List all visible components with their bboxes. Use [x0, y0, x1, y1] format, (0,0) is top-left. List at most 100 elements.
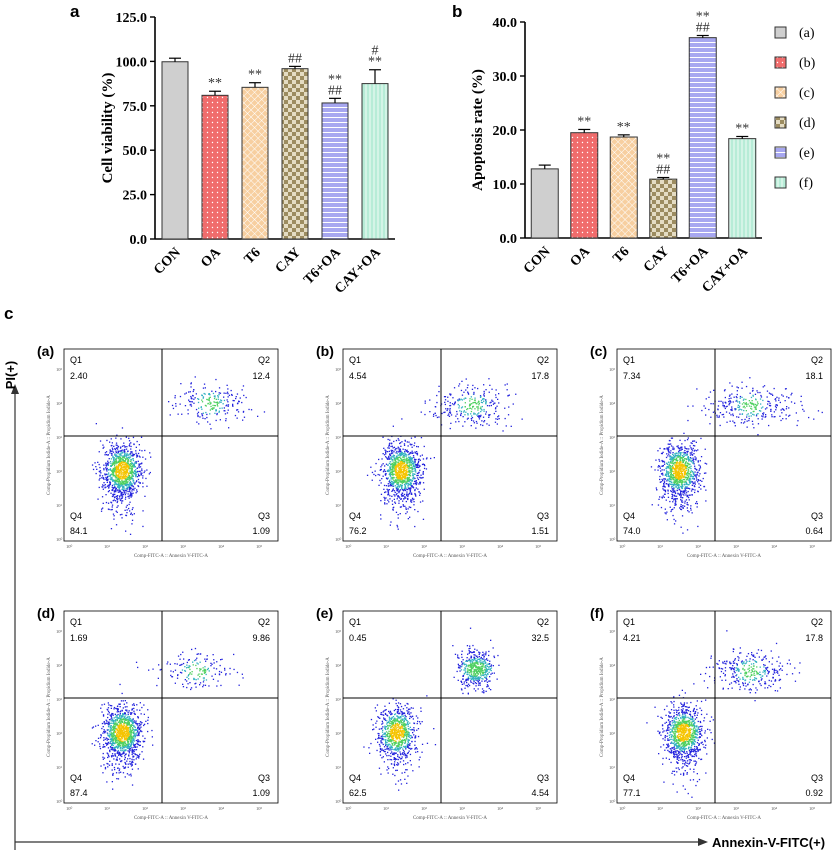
event-dot — [478, 418, 481, 420]
event-dot — [404, 505, 406, 507]
event-dot — [124, 483, 127, 485]
event-dot — [397, 463, 399, 465]
event-dot — [213, 407, 215, 409]
event-dot — [128, 463, 130, 465]
event-dot — [121, 455, 123, 457]
event-dot — [396, 447, 398, 450]
event-dot — [196, 653, 198, 655]
event-dot — [665, 470, 668, 472]
event-dot — [116, 468, 118, 471]
event-dot — [680, 496, 682, 499]
event-dot — [401, 463, 403, 465]
event-dot — [124, 727, 126, 729]
event-dot — [752, 413, 754, 415]
event-dot — [464, 421, 466, 423]
event-dot — [124, 446, 126, 448]
bar-cay — [281, 68, 309, 240]
event-dot — [137, 740, 139, 742]
event-dot — [394, 448, 397, 450]
event-dot — [682, 456, 684, 458]
event-dot — [743, 405, 745, 407]
event-dot — [112, 500, 114, 502]
event-dot — [395, 458, 397, 460]
event-dot — [202, 396, 205, 398]
event-dot — [675, 467, 677, 469]
event-dot — [401, 418, 403, 420]
event-dot — [137, 723, 139, 725]
event-dot — [115, 472, 117, 474]
x-tick-label: 10² — [421, 544, 428, 549]
event-dot — [396, 474, 398, 476]
event-dot — [114, 481, 116, 483]
event-dot — [132, 724, 134, 726]
event-dot — [236, 671, 239, 674]
event-dot — [125, 478, 127, 480]
bar-cay-oa — [728, 138, 757, 239]
event-dot — [668, 483, 671, 485]
event-dot — [474, 397, 476, 399]
event-dot — [394, 465, 397, 468]
event-dot — [120, 438, 122, 440]
event-dot — [225, 673, 227, 675]
event-dot — [126, 716, 128, 719]
event-dot — [126, 446, 128, 448]
event-dot — [113, 733, 115, 735]
event-dot — [105, 462, 107, 464]
legend-label: (b) — [799, 56, 816, 71]
event-dot — [663, 480, 666, 482]
event-dot — [121, 725, 123, 727]
event-dot — [129, 510, 131, 512]
event-dot — [495, 410, 497, 412]
event-dot — [673, 523, 676, 525]
event-dot — [764, 408, 767, 410]
event-dot — [672, 460, 674, 462]
event-dot — [210, 402, 212, 404]
event-dot — [118, 464, 121, 467]
event-dot — [725, 411, 728, 413]
event-dot — [117, 778, 120, 780]
event-dot — [134, 737, 136, 739]
event-dot — [681, 470, 683, 472]
event-dot — [144, 737, 146, 740]
event-dot — [703, 472, 706, 474]
event-dot — [113, 518, 115, 520]
event-dot — [408, 454, 410, 456]
event-dot — [124, 490, 126, 492]
event-dot — [195, 686, 197, 688]
event-dot — [122, 473, 124, 475]
event-dot — [101, 727, 103, 730]
event-dot — [114, 483, 116, 485]
event-dot — [762, 412, 764, 415]
significance-mark: ## — [328, 83, 342, 98]
event-dot — [681, 479, 683, 482]
event-dot — [116, 497, 118, 499]
event-dot — [413, 501, 415, 503]
event-dot — [189, 391, 191, 393]
event-dot — [120, 475, 122, 477]
event-dot — [675, 465, 677, 467]
event-dot — [117, 708, 119, 711]
event-dot — [722, 401, 724, 403]
event-dot — [114, 448, 116, 450]
event-dot — [782, 395, 784, 397]
event-dot — [718, 415, 720, 417]
event-dot — [214, 401, 216, 404]
event-dot — [371, 479, 373, 481]
event-dot — [177, 674, 179, 676]
event-dot — [686, 453, 688, 455]
event-dot — [125, 496, 127, 498]
event-dot — [133, 755, 135, 758]
event-dot — [407, 467, 409, 469]
event-dot — [400, 486, 403, 488]
event-dot — [681, 468, 683, 470]
event-dot — [114, 739, 116, 742]
event-dot — [410, 487, 412, 489]
event-dot — [692, 471, 694, 474]
event-dot — [677, 487, 679, 489]
event-dot — [105, 494, 107, 496]
event-dot — [108, 472, 110, 474]
event-dot — [685, 461, 687, 464]
event-dot — [202, 417, 204, 419]
event-dot — [132, 485, 134, 487]
y-tick-label: 10⁰ — [609, 537, 616, 542]
